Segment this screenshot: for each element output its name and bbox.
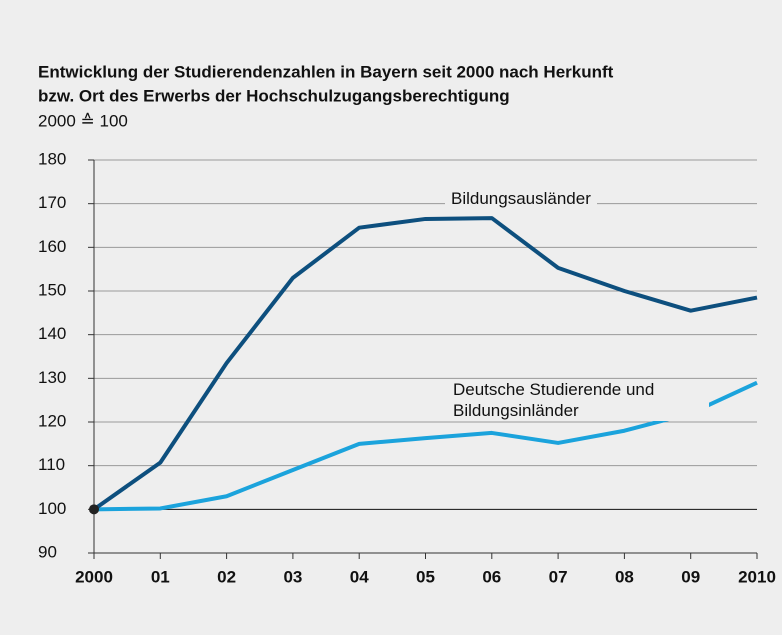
series-line bbox=[93, 380, 758, 512]
y-tick-label: 150 bbox=[38, 280, 66, 299]
x-tick-label: 2000 bbox=[75, 567, 113, 586]
y-tick-label: 130 bbox=[38, 368, 66, 387]
x-tick-label: 01 bbox=[151, 567, 170, 586]
chart-title: Entwicklung der Studierendenzahlen in Ba… bbox=[38, 62, 614, 81]
grid bbox=[94, 159, 757, 510]
y-tick-label: 160 bbox=[38, 237, 66, 256]
x-tick-label: 03 bbox=[283, 567, 302, 586]
start-point bbox=[89, 504, 99, 515]
y-tick-label: 180 bbox=[38, 149, 66, 168]
series-label: Bildungsausländer bbox=[445, 188, 597, 209]
x-tick-label: 02 bbox=[217, 567, 236, 586]
y-tick-label: 110 bbox=[38, 455, 65, 474]
x-tick-label: 09 bbox=[681, 567, 700, 586]
x-tick-label: 05 bbox=[416, 567, 435, 586]
x-tick-label: 2010 bbox=[738, 567, 776, 586]
chart-subtitle: 2000 ≙ 100 bbox=[38, 111, 128, 130]
x-tick-label: 04 bbox=[350, 567, 369, 586]
y-tick-label: 120 bbox=[38, 411, 66, 430]
series-line bbox=[92, 216, 758, 511]
series-label: Deutsche Studierende und Bildungsinlände… bbox=[447, 379, 709, 421]
chart-title: bzw. Ort des Erwerbs der Hochschulzugang… bbox=[38, 86, 510, 105]
y-tick-label: 100 bbox=[38, 499, 66, 518]
x-tick-label: 08 bbox=[615, 567, 634, 586]
y-tick-label: 140 bbox=[38, 324, 66, 343]
x-tick-label: 06 bbox=[482, 567, 501, 586]
y-tick-label: 170 bbox=[38, 193, 66, 212]
x-tick-label: 07 bbox=[549, 567, 568, 586]
y-tick-label: 90 bbox=[38, 542, 57, 561]
